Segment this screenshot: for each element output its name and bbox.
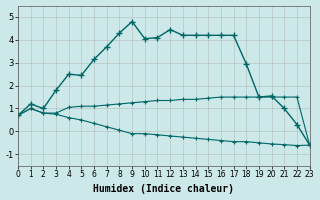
X-axis label: Humidex (Indice chaleur): Humidex (Indice chaleur) <box>93 184 234 194</box>
